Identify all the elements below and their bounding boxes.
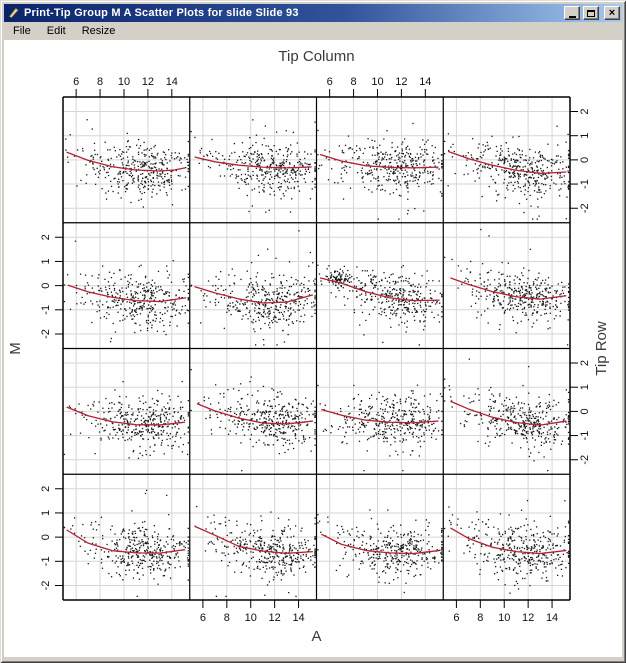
minimize-icon	[568, 15, 576, 18]
maximize-button[interactable]	[583, 6, 599, 20]
menu-item-edit[interactable]: Edit	[46, 24, 66, 37]
minimize-button[interactable]	[564, 6, 580, 20]
ma-scatter-lattice: 6 8 10 12 14 6 8 10 12 146 8 10 12 14 6 8 10 12 14-2-1012-…	[7, 48, 610, 645]
menu-bar: File Edit Resize	[4, 22, 622, 40]
menu-item-resize[interactable]: Resize	[81, 24, 116, 37]
title-bar[interactable]: Print-Tip Group M A Scatter Plots for sl…	[4, 4, 622, 22]
maximize-icon	[587, 9, 595, 17]
window-title: Print-Tip Group M A Scatter Plots for sl…	[24, 7, 299, 19]
close-icon: ×	[608, 7, 616, 19]
plot-client-area: 6 8 10 12 14 6 8 10 12 14 6 8 10 12 14 6 8 10 12 14 -2 -1 0 1 2-…	[4, 40, 622, 657]
menu-item-file[interactable]: File	[13, 24, 31, 37]
close-button[interactable]: ×	[604, 6, 620, 20]
pen-icon	[6, 6, 20, 20]
